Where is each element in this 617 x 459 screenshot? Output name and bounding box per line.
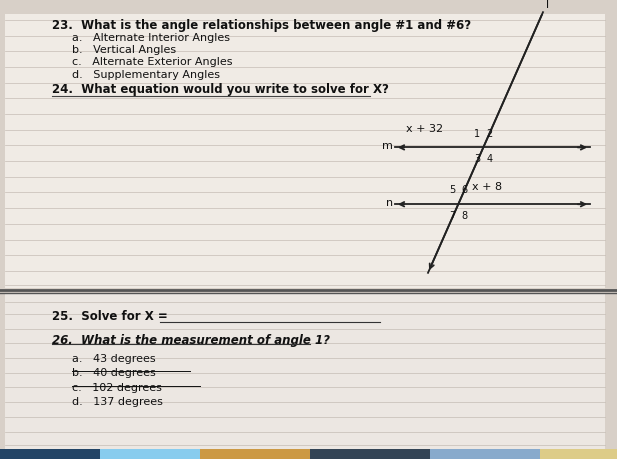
Text: 5: 5 (449, 185, 455, 196)
Text: d.   137 degrees: d. 137 degrees (72, 397, 163, 407)
Text: 6: 6 (462, 185, 468, 196)
Bar (5, 14, 605, 287)
Bar (540, 449, 617, 459)
Text: b.   40 degrees: b. 40 degrees (72, 368, 155, 378)
Text: c.   102 degrees: c. 102 degrees (72, 382, 162, 392)
Text: 1: 1 (474, 129, 481, 139)
Bar (310, 449, 430, 459)
Text: n: n (386, 198, 393, 208)
Bar (0, 449, 100, 459)
Text: 4: 4 (486, 154, 492, 164)
Text: 25.  Solve for X =: 25. Solve for X = (52, 310, 172, 323)
Text: a.   Alternate Interior Angles: a. Alternate Interior Angles (72, 33, 230, 43)
Bar (5, 294, 605, 449)
Bar (200, 449, 310, 459)
Bar (0, 449, 617, 459)
Text: m: m (382, 141, 393, 151)
Text: 24.  What equation would you write to solve for X?: 24. What equation would you write to sol… (52, 83, 389, 96)
Bar (100, 449, 200, 459)
Text: x + 8: x + 8 (472, 183, 502, 192)
Bar (430, 449, 540, 459)
Text: x + 32: x + 32 (406, 123, 444, 134)
Text: l: l (546, 0, 549, 10)
Text: a.   43 degrees: a. 43 degrees (72, 354, 155, 364)
Text: 3: 3 (474, 154, 481, 164)
Text: b.   Vertical Angles: b. Vertical Angles (72, 45, 176, 56)
Text: 7: 7 (449, 211, 455, 221)
Text: d.   Supplementary Angles: d. Supplementary Angles (72, 70, 220, 80)
Text: 26.  What is the measurement of angle 1?: 26. What is the measurement of angle 1? (52, 334, 330, 347)
Text: 2: 2 (486, 129, 492, 139)
Text: 8: 8 (462, 211, 468, 221)
Text: c.   Alternate Exterior Angles: c. Alternate Exterior Angles (72, 57, 233, 67)
Text: 23.  What is the angle relationships between angle #1 and #6?: 23. What is the angle relationships betw… (52, 19, 471, 32)
